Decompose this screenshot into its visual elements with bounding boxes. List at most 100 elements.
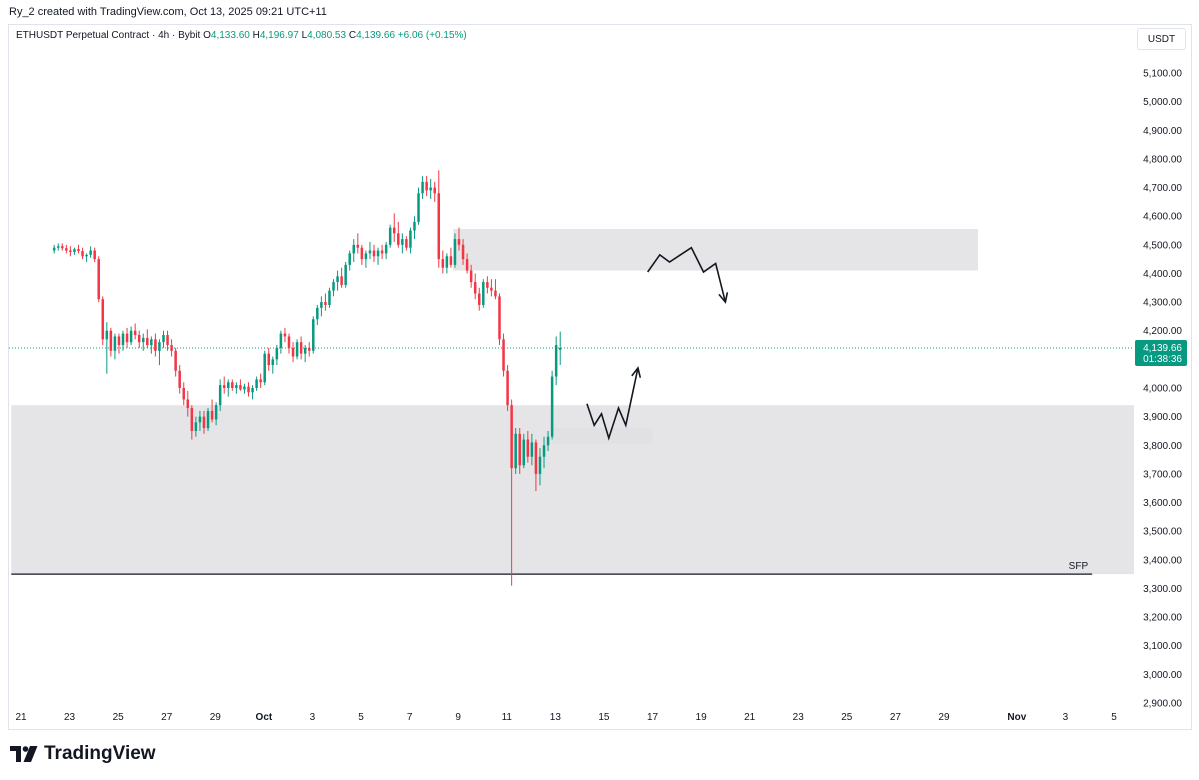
- candle-body: [275, 347, 279, 360]
- price-axis: 5,100.00 5,000.00 4,900.00 4,800.00 4,700.00…: [1143, 69, 1182, 710]
- candle-body: [445, 256, 449, 268]
- y-tick-label: 4,200.00: [1143, 326, 1182, 337]
- candle-body: [554, 345, 558, 377]
- high-key: H: [252, 30, 260, 41]
- candle-body: [409, 230, 412, 248]
- price-tag-value: 4,139.66: [1143, 343, 1182, 354]
- candle-body: [235, 385, 238, 388]
- x-tick-label: 11: [502, 712, 513, 723]
- candle-body: [267, 353, 271, 366]
- candle-body: [287, 336, 291, 348]
- candle-body: [461, 244, 465, 260]
- candle-body: [372, 250, 376, 257]
- candle-body: [417, 193, 420, 222]
- candle-body: [97, 259, 100, 300]
- candle-body: [437, 193, 441, 260]
- low-value: 4,080.53: [307, 30, 347, 41]
- brand-name: TradingView: [44, 743, 156, 764]
- x-tick-label: 13: [550, 712, 562, 723]
- time-axis: 21 23 25 27 29 Oct 3 5 7 9 11 13 15 17 19 21 23 25 27 29 Nov…: [15, 712, 1117, 723]
- candle-body: [498, 296, 501, 340]
- candle-body: [259, 379, 262, 383]
- price-tag-countdown: 01:38:36: [1143, 354, 1182, 365]
- x-tick-label: 25: [841, 712, 853, 723]
- candle-body: [328, 290, 331, 305]
- candle-body: [457, 239, 461, 245]
- candle-body: [81, 251, 84, 257]
- drawings-layer: [586, 246, 729, 441]
- candle-body: [336, 276, 339, 283]
- y-tick-label: 3,500.00: [1143, 527, 1182, 538]
- candle-body: [218, 385, 222, 406]
- y-tick-label: 5,000.00: [1143, 97, 1182, 108]
- candle-body: [210, 410, 214, 420]
- candle-body: [283, 333, 287, 337]
- projection-arrowhead-1: [631, 366, 642, 378]
- low-key: L: [301, 30, 308, 41]
- x-tick-label: 25: [113, 712, 125, 723]
- x-tick-label: 27: [161, 712, 173, 723]
- change-value: +6.06 (+0.15%): [397, 30, 467, 41]
- currency-button[interactable]: USDT: [1137, 28, 1186, 50]
- candle-body: [93, 250, 96, 260]
- candle-body: [340, 276, 343, 285]
- candle-body: [65, 248, 68, 251]
- candle-body: [141, 337, 145, 343]
- candle-body: [73, 249, 76, 252]
- candle-body: [429, 187, 432, 191]
- candle-body: [307, 347, 311, 351]
- candle-body: [316, 307, 319, 320]
- candle-body: [198, 416, 202, 423]
- candle-body: [243, 386, 246, 390]
- candle-body: [190, 408, 194, 431]
- candle-body: [109, 330, 113, 351]
- candle-body: [473, 282, 477, 294]
- y-tick-label: 4,400.00: [1143, 269, 1182, 280]
- candle-body: [150, 339, 153, 346]
- candle-body: [137, 335, 141, 343]
- candle-body: [348, 253, 351, 265]
- x-tick-label: 29: [938, 712, 950, 723]
- y-tick-label: 4,900.00: [1143, 126, 1182, 137]
- y-tick-label: 5,100.00: [1143, 69, 1182, 80]
- candle-body: [352, 244, 356, 254]
- x-tick-label: 27: [890, 712, 902, 723]
- candle-body: [170, 345, 173, 351]
- candle-body: [320, 302, 323, 308]
- candle-body: [433, 187, 436, 194]
- candle-body: [182, 388, 185, 400]
- candle-body: [162, 335, 165, 343]
- y-tick-label: 3,900.00: [1143, 412, 1182, 423]
- close-value: 4,139.66: [356, 30, 396, 41]
- chart-frame: [8, 24, 1192, 730]
- candle-body: [384, 244, 388, 254]
- x-tick-label: Nov: [1007, 712, 1026, 723]
- x-tick-label: 21: [15, 712, 27, 723]
- candle-body: [133, 330, 137, 336]
- projection-path-0: [647, 246, 727, 303]
- candle-body: [222, 385, 226, 388]
- candle-body: [202, 416, 206, 429]
- candle-body: [56, 246, 60, 248]
- zone-box-2: [552, 428, 653, 444]
- candle-body: [392, 227, 396, 234]
- zones-layer: SFP: [11, 229, 1135, 575]
- candle-body: [178, 370, 181, 388]
- candle-body: [486, 282, 489, 288]
- candle-body: [117, 336, 121, 346]
- x-tick-label: 9: [455, 712, 461, 723]
- candle-body: [405, 239, 408, 248]
- x-tick-label: 7: [407, 712, 413, 723]
- y-tick-label: 3,600.00: [1143, 498, 1182, 509]
- candle-body: [194, 422, 198, 431]
- candle-body: [538, 456, 542, 474]
- candle-body: [453, 239, 457, 265]
- candle-body: [506, 370, 509, 406]
- candle-body: [312, 319, 315, 351]
- x-tick-label: 3: [1063, 712, 1069, 723]
- candle-body: [166, 335, 169, 346]
- candle-body: [332, 282, 335, 291]
- x-tick-label: 5: [1111, 712, 1117, 723]
